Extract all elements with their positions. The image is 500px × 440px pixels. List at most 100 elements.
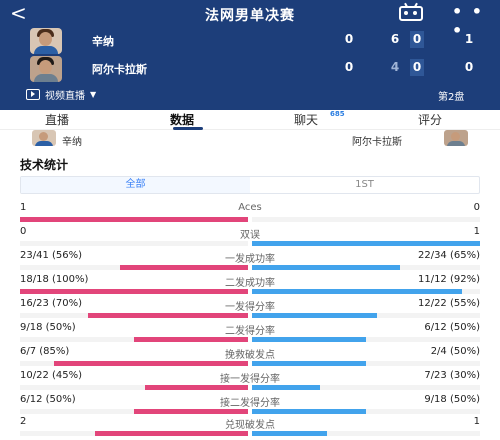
tab-live[interactable]: 直播: [45, 113, 70, 127]
stat-row: 10/22 (45%) 接一发得分率 7/23 (30%): [0, 370, 500, 394]
player-1-current-set-score: 1: [464, 32, 474, 46]
tab-bar: 直播 数据 聊天 685 评分: [0, 110, 500, 130]
page-title: 法网男单决赛: [205, 8, 295, 24]
tab-rating[interactable]: 评分: [418, 113, 443, 127]
back-arrow-icon[interactable]: <: [10, 1, 27, 25]
video-live-label: 视频直播: [45, 90, 85, 102]
video-live-button[interactable]: 视频直播 ▼: [26, 86, 96, 102]
player-1-set1-score: 6: [390, 32, 400, 46]
player-1-current-game: 0: [410, 31, 424, 48]
stat-label: 一发得分率: [225, 302, 275, 313]
scoreboard-row-player-2: 阿尔卡拉斯 0 4 0 0: [0, 56, 500, 82]
filter-all[interactable]: 全部: [21, 177, 250, 193]
player-1-name: 辛纳: [92, 35, 114, 48]
left-player-name: 辛纳: [62, 137, 82, 148]
left-bar: [54, 361, 248, 366]
left-bar-track: [20, 337, 248, 342]
stat-left-value: 9/18 (50%): [20, 322, 76, 333]
stat-row: 1 Aces 0: [0, 202, 500, 226]
stat-row: 9/18 (50%) 二发得分率 6/12 (50%): [0, 322, 500, 346]
left-bar: [20, 217, 248, 222]
stat-label: 挽救破发点: [225, 350, 275, 361]
stat-label: 兑现破发点: [225, 420, 275, 431]
stat-right-value: 22/34 (65%): [417, 250, 480, 261]
right-bar: [252, 337, 366, 342]
more-options-icon[interactable]: • • •: [452, 2, 485, 40]
right-bar: [252, 289, 462, 294]
right-bar-track: [252, 265, 480, 270]
left-bar-track: [20, 409, 248, 414]
right-bar-track: [252, 289, 480, 294]
right-bar-track: [252, 313, 480, 318]
tv-icon[interactable]: [399, 6, 423, 21]
stat-left-value: 1: [20, 202, 27, 213]
right-bar-track: [252, 217, 480, 222]
right-bar-track: [252, 361, 480, 366]
player-2-avatar: [30, 56, 62, 82]
tab-chat[interactable]: 聊天: [294, 113, 319, 127]
stat-right-value: 1: [473, 416, 480, 427]
stat-row: 23/41 (56%) 一发成功率 22/34 (65%): [0, 250, 500, 274]
right-bar: [252, 313, 378, 318]
stat-row: 18/18 (100%) 二发成功率 11/12 (92%): [0, 274, 500, 298]
right-bar: [252, 361, 366, 366]
player-2-current-set-score: 0: [464, 60, 474, 74]
caret-down-icon: ▼: [90, 89, 97, 99]
stat-right-value: 7/23 (30%): [424, 370, 480, 381]
active-tab-indicator: [173, 127, 203, 130]
player-2-set1-score: 4: [390, 60, 400, 74]
stats-filter: 全部 1ST: [20, 176, 480, 194]
right-bar: [252, 265, 401, 270]
right-bar-track: [252, 385, 480, 390]
match-header: < 法网男单决赛 • • • 辛纳 0 6 0 1 阿尔卡拉斯 0 4 0 0 …: [0, 0, 500, 110]
top-bar: < 法网男单决赛 • • •: [0, 0, 500, 40]
right-player-avatar: [444, 130, 468, 146]
stat-label: 接一发得分率: [220, 374, 280, 385]
left-bar-track: [20, 289, 248, 294]
stat-label: Aces: [238, 202, 262, 213]
stat-right-value: 6/12 (50%): [424, 322, 480, 333]
stat-right-value: 9/18 (50%): [424, 394, 480, 405]
left-bar: [95, 431, 248, 436]
stat-right-value: 11/12 (92%): [417, 274, 480, 285]
filter-1st[interactable]: 1ST: [355, 179, 374, 190]
left-bar-track: [20, 361, 248, 366]
stat-left-value: 10/22 (45%): [20, 370, 83, 381]
left-bar: [145, 385, 248, 390]
section-title: 技术统计: [20, 158, 69, 172]
stat-row: 16/23 (70%) 一发得分率 12/22 (55%): [0, 298, 500, 322]
chat-count-badge: 685: [330, 110, 345, 118]
stat-label: 双误: [240, 230, 260, 241]
left-bar-track: [20, 241, 248, 246]
left-bar-track: [20, 431, 248, 436]
stat-right-value: 1: [473, 226, 480, 237]
left-bar: [120, 265, 248, 270]
scoreboard-row-player-1: 辛纳 0 6 0 1: [0, 28, 500, 54]
left-bar-track: [20, 313, 248, 318]
right-bar: [252, 431, 328, 436]
left-player-avatar: [32, 130, 56, 146]
stat-left-value: 0: [20, 226, 27, 237]
left-bar-track: [20, 265, 248, 270]
stat-right-value: 12/22 (55%): [417, 298, 480, 309]
left-bar-track: [20, 385, 248, 390]
stat-label: 一发成功率: [225, 254, 275, 265]
left-bar: [20, 289, 248, 294]
stat-left-value: 2: [20, 416, 27, 427]
stat-left-value: 6/7 (85%): [20, 346, 70, 357]
player-2-name: 阿尔卡拉斯: [92, 63, 147, 76]
right-bar-track: [252, 337, 480, 342]
stat-left-value: 6/12 (50%): [20, 394, 76, 405]
tab-data[interactable]: 数据: [170, 113, 195, 127]
current-set-label: 第2盘: [438, 92, 465, 103]
stat-left-value: 16/23 (70%): [20, 298, 83, 309]
player-2-current-game: 0: [410, 59, 424, 76]
stat-row: 6/12 (50%) 接二发得分率 9/18 (50%): [0, 394, 500, 418]
right-player-name: 阿尔卡拉斯: [352, 137, 402, 148]
right-bar-track: [252, 431, 480, 436]
right-bar: [252, 409, 366, 414]
stat-label: 接二发得分率: [220, 398, 280, 409]
stat-right-value: 2/4 (50%): [430, 346, 480, 357]
right-bar: [252, 241, 480, 246]
player-2-sets-won: 0: [344, 60, 354, 74]
